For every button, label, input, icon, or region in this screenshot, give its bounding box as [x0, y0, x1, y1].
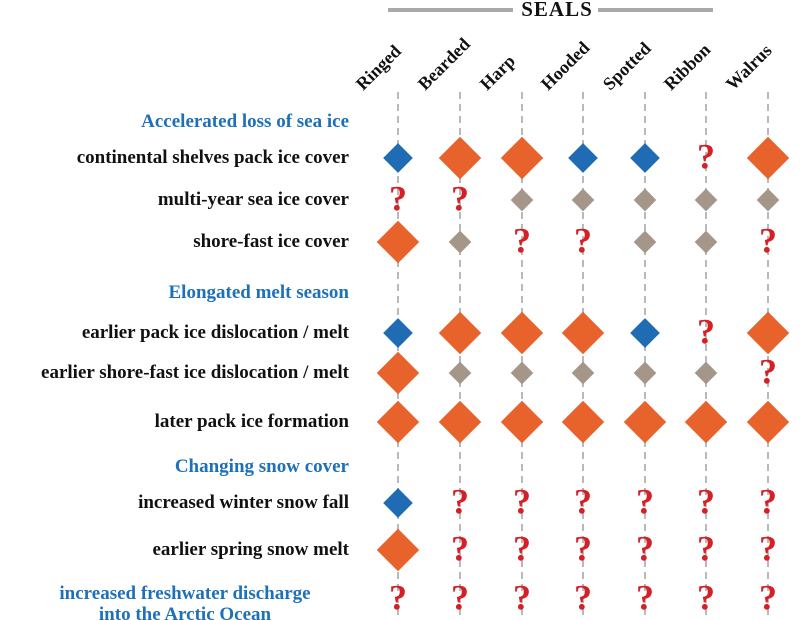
orange-diamond-symbol — [500, 400, 544, 444]
row-label: shore-fast ice cover — [193, 231, 349, 252]
section-title-line: into the Arctic Ocean — [98, 604, 272, 620]
row-label: increased winter snow fall — [138, 492, 349, 513]
gray-diamond-symbol — [510, 361, 534, 385]
question-mark-symbol: ? — [389, 577, 407, 618]
column-label-species: Bearded — [413, 33, 474, 94]
row-label: earlier pack ice dislocation / melt — [81, 322, 349, 343]
blue-diamond-symbol — [383, 488, 413, 518]
column-label-species: Hooded — [536, 37, 594, 94]
gray-diamond-symbol — [633, 230, 657, 254]
gray-diamond-symbol — [571, 188, 595, 212]
question-mark-symbol: ? — [513, 481, 531, 522]
blue-diamond-symbol — [383, 143, 413, 173]
gray-diamond-symbol — [756, 188, 780, 212]
blue-diamond-symbol — [630, 318, 660, 348]
question-mark-symbol: ? — [574, 577, 592, 618]
question-mark-symbol: ? — [574, 220, 592, 261]
row-label: earlier shore-fast ice dislocation / mel… — [41, 362, 349, 383]
section-title: Changing snow cover — [174, 456, 349, 477]
orange-diamond-symbol — [746, 400, 790, 444]
gray-diamond-symbol — [694, 188, 718, 212]
column-label-species: Walrus — [721, 40, 776, 94]
header-rule-left — [388, 8, 513, 12]
question-mark-symbol: ? — [759, 528, 777, 569]
question-mark-symbol: ? — [759, 220, 777, 261]
gray-diamond-symbol — [448, 230, 472, 254]
question-mark-symbol: ? — [451, 178, 469, 219]
row-label: continental shelves pack ice cover — [76, 147, 349, 168]
column-guideline — [521, 92, 523, 620]
question-mark-symbol: ? — [697, 577, 715, 618]
question-mark-symbol: ? — [697, 481, 715, 522]
orange-diamond-symbol — [623, 400, 667, 444]
orange-diamond-symbol — [684, 400, 728, 444]
question-mark-symbol: ? — [759, 577, 777, 618]
gray-diamond-symbol — [694, 361, 718, 385]
orange-diamond-symbol — [438, 136, 482, 180]
row-label: multi-year sea ice cover — [157, 189, 349, 210]
gray-diamond-symbol — [571, 361, 595, 385]
gray-diamond-symbol — [633, 361, 657, 385]
question-mark-symbol: ? — [636, 481, 654, 522]
section-title: Accelerated loss of sea ice — [141, 111, 349, 132]
question-mark-symbol: ? — [636, 528, 654, 569]
orange-diamond-symbol — [438, 311, 482, 355]
orange-diamond-symbol — [500, 311, 544, 355]
blue-diamond-symbol — [568, 143, 598, 173]
question-mark-symbol: ? — [697, 528, 715, 569]
question-mark-symbol: ? — [513, 528, 531, 569]
column-label-species: Harp — [475, 50, 520, 94]
gray-diamond-symbol — [510, 188, 534, 212]
orange-diamond-symbol — [500, 136, 544, 180]
column-label-species: Ribbon — [659, 39, 715, 94]
column-label-species: Spotted — [598, 38, 655, 94]
question-mark-symbol: ? — [697, 136, 715, 177]
orange-diamond-symbol — [376, 220, 420, 264]
gray-diamond-symbol — [694, 230, 718, 254]
header-rule-right — [598, 8, 713, 12]
section-title: Elongated melt season — [168, 282, 350, 303]
section-title-line: increased freshwater discharge — [59, 583, 311, 604]
column-guideline — [582, 92, 584, 620]
column-label-species: Ringed — [351, 40, 405, 94]
orange-diamond-symbol — [746, 311, 790, 355]
question-mark-symbol: ? — [759, 351, 777, 392]
question-mark-symbol: ? — [451, 577, 469, 618]
orange-diamond-symbol — [438, 400, 482, 444]
blue-diamond-symbol — [383, 318, 413, 348]
question-mark-symbol: ? — [451, 528, 469, 569]
gray-diamond-symbol — [633, 188, 657, 212]
orange-diamond-symbol — [376, 528, 420, 572]
orange-diamond-symbol — [746, 136, 790, 180]
column-guideline — [705, 92, 707, 620]
column-guideline — [459, 92, 461, 620]
question-mark-symbol: ? — [389, 178, 407, 219]
orange-diamond-symbol — [376, 351, 420, 395]
question-mark-symbol: ? — [759, 481, 777, 522]
question-mark-symbol: ? — [574, 481, 592, 522]
gray-diamond-symbol — [448, 361, 472, 385]
blue-diamond-symbol — [630, 143, 660, 173]
column-guideline — [644, 92, 646, 620]
figure-title: SEALS — [521, 0, 593, 21]
question-mark-symbol: ? — [451, 481, 469, 522]
question-mark-symbol: ? — [697, 311, 715, 352]
question-mark-symbol: ? — [513, 577, 531, 618]
row-label: later pack ice formation — [154, 411, 349, 432]
orange-diamond-symbol — [561, 400, 605, 444]
question-mark-symbol: ? — [513, 220, 531, 261]
row-label: earlier spring snow melt — [152, 539, 350, 560]
orange-diamond-symbol — [376, 400, 420, 444]
column-guideline — [767, 92, 769, 620]
orange-diamond-symbol — [561, 311, 605, 355]
question-mark-symbol: ? — [636, 577, 654, 618]
question-mark-symbol: ? — [574, 528, 592, 569]
